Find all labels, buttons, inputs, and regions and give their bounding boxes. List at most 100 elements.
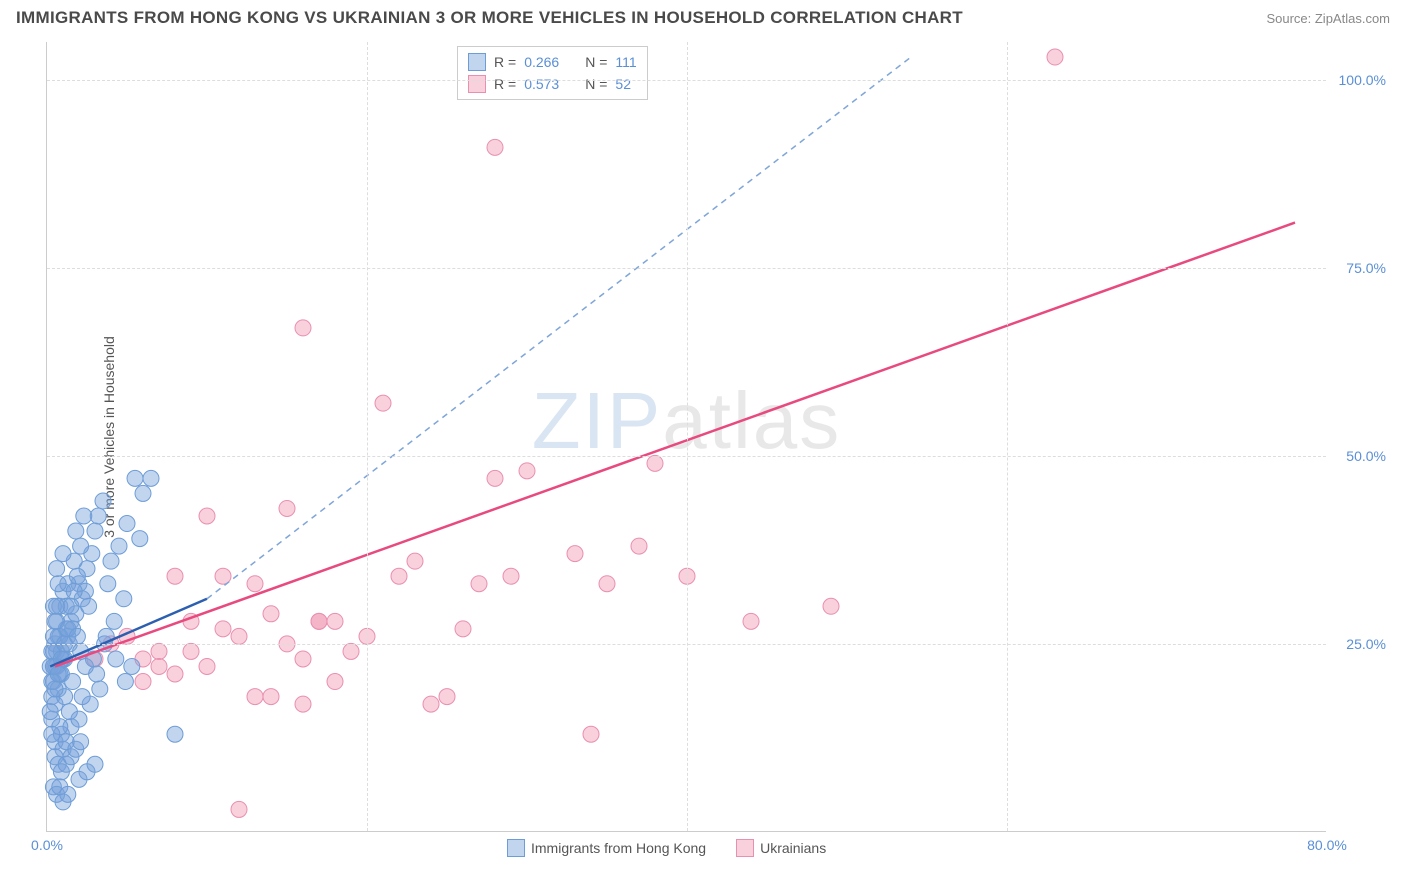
scatter-point	[167, 666, 183, 682]
scatter-point	[167, 568, 183, 584]
gridline-v	[687, 42, 688, 831]
y-tick-label: 100.0%	[1331, 72, 1386, 88]
y-tick-label: 50.0%	[1331, 448, 1386, 464]
scatter-point	[87, 756, 103, 772]
scatter-point	[61, 704, 77, 720]
scatter-point	[263, 606, 279, 622]
scatter-point	[50, 666, 66, 682]
scatter-point	[375, 395, 391, 411]
scatter-point	[247, 576, 263, 592]
scatter-point	[117, 674, 133, 690]
scatter-point	[343, 643, 359, 659]
scatter-point	[215, 621, 231, 637]
scatter-point	[77, 658, 93, 674]
scatter-point	[647, 455, 663, 471]
scatter-point	[127, 470, 143, 486]
scatter-point	[279, 500, 295, 516]
title-bar: IMMIGRANTS FROM HONG KONG VS UKRAINIAN 3…	[0, 0, 1406, 32]
trend-line	[207, 57, 911, 599]
gridline-v	[367, 42, 368, 831]
scatter-point	[143, 470, 159, 486]
legend-bottom-item-2: Ukrainians	[736, 839, 826, 857]
legend-n-val-1: 111	[615, 54, 636, 70]
scatter-point	[124, 658, 140, 674]
scatter-point	[63, 598, 79, 614]
scatter-point	[111, 538, 127, 554]
scatter-point	[487, 470, 503, 486]
y-tick-label: 25.0%	[1331, 636, 1386, 652]
chart-title: IMMIGRANTS FROM HONG KONG VS UKRAINIAN 3…	[16, 8, 963, 28]
scatter-point	[487, 139, 503, 155]
legend-bottom-item-1: Immigrants from Hong Kong	[507, 839, 706, 857]
legend-r-label-1: R =	[494, 54, 516, 70]
scatter-point	[68, 523, 84, 539]
scatter-point	[66, 583, 82, 599]
scatter-point	[135, 674, 151, 690]
scatter-point	[823, 598, 839, 614]
scatter-point	[76, 508, 92, 524]
scatter-point	[92, 681, 108, 697]
scatter-point	[311, 613, 327, 629]
scatter-point	[55, 546, 71, 562]
scatter-point	[65, 674, 81, 690]
scatter-point	[42, 704, 58, 720]
legend-bottom: Immigrants from Hong Kong Ukrainians	[507, 839, 826, 857]
scatter-point	[247, 689, 263, 705]
scatter-point	[455, 621, 471, 637]
scatter-point	[49, 598, 65, 614]
scatter-point	[199, 658, 215, 674]
legend-swatch-2	[468, 75, 486, 93]
scatter-point	[132, 531, 148, 547]
scatter-point	[423, 696, 439, 712]
scatter-point	[73, 538, 89, 554]
legend-r-label-2: R =	[494, 76, 516, 92]
scatter-point	[87, 523, 103, 539]
scatter-point	[1047, 49, 1063, 65]
scatter-point	[567, 546, 583, 562]
source-label: Source: ZipAtlas.com	[1266, 11, 1390, 26]
scatter-point	[90, 508, 106, 524]
legend-r-val-2: 0.573	[524, 76, 559, 92]
scatter-point	[583, 726, 599, 742]
scatter-point	[100, 576, 116, 592]
scatter-point	[74, 689, 90, 705]
scatter-point	[119, 516, 135, 532]
legend-top-row-2: R = 0.573 N = 52	[468, 73, 637, 95]
scatter-point	[135, 485, 151, 501]
scatter-point	[263, 689, 279, 705]
scatter-point	[391, 568, 407, 584]
scatter-point	[95, 493, 111, 509]
chart-container: 3 or more Vehicles in Household ZIPatlas…	[46, 42, 1376, 832]
scatter-point	[69, 628, 85, 644]
scatter-point	[743, 613, 759, 629]
scatter-point	[199, 508, 215, 524]
scatter-point	[471, 576, 487, 592]
legend-bottom-swatch-2	[736, 839, 754, 857]
scatter-point	[81, 598, 97, 614]
scatter-point	[60, 786, 76, 802]
scatter-point	[295, 320, 311, 336]
scatter-point	[503, 568, 519, 584]
x-tick-label: 80.0%	[1307, 837, 1347, 853]
y-tick-label: 75.0%	[1331, 260, 1386, 276]
legend-swatch-1	[468, 53, 486, 71]
scatter-point	[519, 463, 535, 479]
scatter-point	[167, 726, 183, 742]
scatter-point	[116, 591, 132, 607]
legend-n-label-2: N =	[585, 76, 607, 92]
legend-n-val-2: 52	[615, 76, 631, 92]
scatter-point	[407, 553, 423, 569]
legend-bottom-label-2: Ukrainians	[760, 840, 826, 856]
scatter-point	[183, 643, 199, 659]
legend-bottom-label-1: Immigrants from Hong Kong	[531, 840, 706, 856]
legend-n-label-1: N =	[585, 54, 607, 70]
scatter-point	[295, 696, 311, 712]
scatter-point	[631, 538, 647, 554]
scatter-point	[327, 674, 343, 690]
legend-bottom-swatch-1	[507, 839, 525, 857]
scatter-point	[327, 613, 343, 629]
scatter-point	[49, 561, 65, 577]
scatter-point	[439, 689, 455, 705]
legend-r-val-1: 0.266	[524, 54, 559, 70]
scatter-point	[295, 651, 311, 667]
